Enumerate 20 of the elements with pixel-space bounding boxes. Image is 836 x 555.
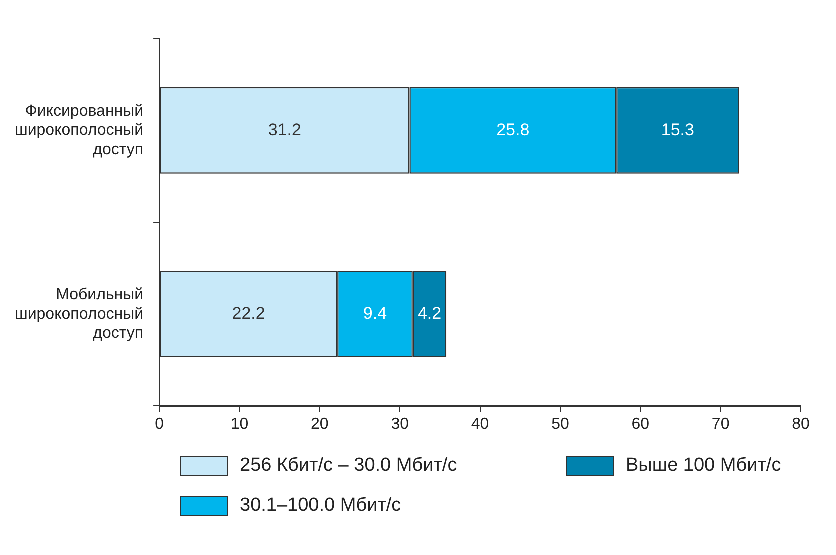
data-label: 31.2 (268, 120, 302, 140)
x-tick-label: 80 (792, 416, 810, 434)
data-label: 25.8 (496, 120, 530, 140)
x-tick-label: 40 (471, 416, 490, 434)
x-tick-label: 70 (712, 416, 730, 434)
y-tick-label: Фиксированный широкополосный доступ (15, 102, 144, 158)
x-tick-label: 10 (230, 416, 249, 434)
x-tick-label: 0 (155, 416, 164, 434)
x-tick-label: 30 (391, 416, 410, 434)
legend-label: 30.1–100.0 Мбит/с (240, 495, 402, 517)
x-tick-label: 60 (632, 416, 650, 434)
legend-label: 256 Кбит/с – 30.0 Мбит/с (240, 455, 458, 477)
legend-label: Выше 100 Мбит/с (626, 455, 782, 477)
data-label: 4.2 (418, 304, 442, 324)
x-tick-label: 50 (552, 416, 570, 434)
data-label: 15.3 (661, 120, 694, 140)
y-tick-label: Мобильный широкополосный доступ (15, 286, 144, 342)
x-tick-label: 20 (311, 416, 329, 434)
data-label: 9.4 (363, 304, 388, 324)
data-label: 22.2 (232, 304, 266, 324)
